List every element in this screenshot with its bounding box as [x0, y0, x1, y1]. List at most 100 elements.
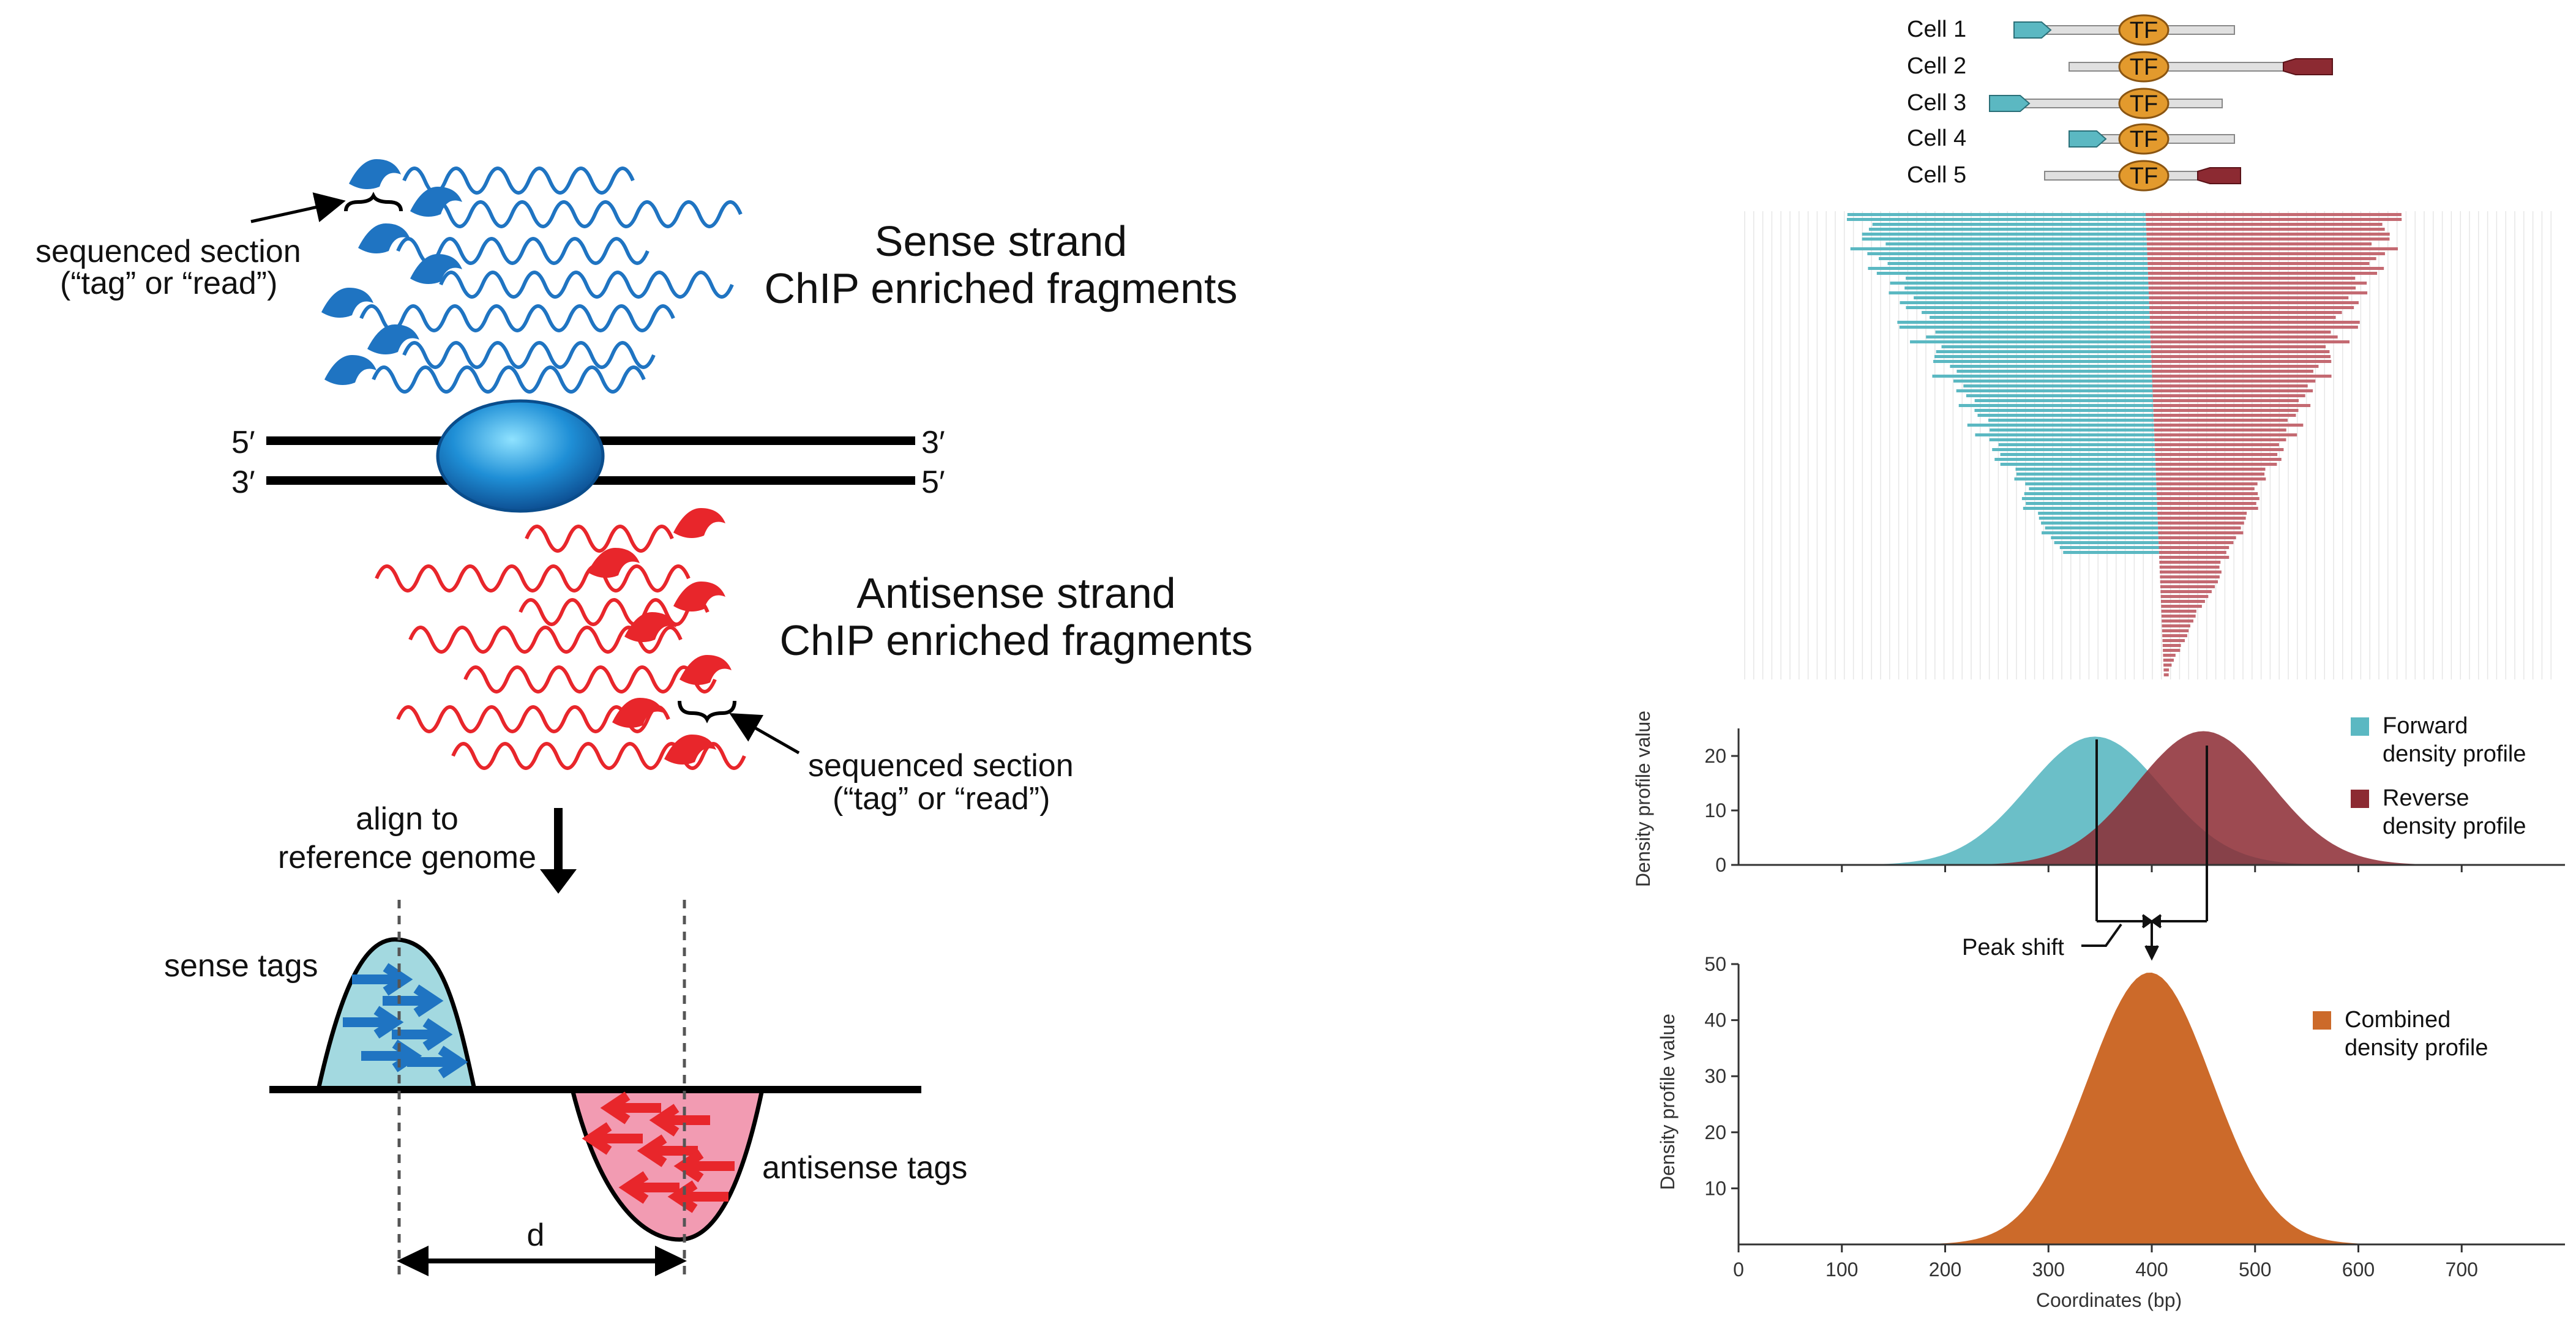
cell-label: Cell 5	[1907, 162, 1966, 188]
reverse-read	[2150, 335, 2338, 338]
tag-head	[673, 508, 725, 538]
antisense-tag-hump	[569, 1087, 765, 1242]
sense-tags-label: sense tags	[164, 948, 318, 984]
reverse-read	[2151, 345, 2326, 348]
forward-read	[2023, 507, 2157, 510]
reverse-read	[2159, 561, 2221, 564]
reverse-read	[2163, 664, 2172, 667]
antisense-tag-heads	[588, 508, 732, 765]
reverse-read	[2163, 654, 2176, 657]
reverse-read	[2158, 531, 2244, 534]
sense-fragment	[372, 365, 646, 394]
reverse-read	[2163, 659, 2174, 662]
density-areas	[1739, 731, 2565, 865]
forward-read	[2038, 512, 2158, 515]
sense-fragments	[359, 166, 743, 394]
antisense-title-1: Antisense strand	[856, 569, 1175, 617]
forward-read	[1994, 458, 2155, 461]
forward-read	[1958, 404, 2154, 407]
reverse-read	[2147, 262, 2370, 265]
antisense-tag-arrow	[667, 1180, 728, 1213]
forward-read	[1885, 242, 2147, 245]
forward-read	[2054, 541, 2159, 544]
x-tick-label: 700	[2446, 1259, 2478, 1281]
reverse-read	[2160, 595, 2209, 598]
antisense-seq-label-2: (“tag” or “read”)	[833, 781, 1050, 817]
sense-fragment	[439, 271, 734, 299]
sense-tag-arrows	[343, 963, 468, 1079]
combined-chart: 0 100 200 300 400 500 600 700 10 20 30 40 50 Coordi…	[1657, 953, 2565, 1311]
reverse-read	[2151, 350, 2330, 353]
reverse-read	[2156, 487, 2255, 490]
reverse-read	[2162, 639, 2185, 642]
forward-read	[1950, 365, 2152, 368]
sense-tag-arrow	[352, 963, 413, 996]
reverse-read	[2149, 291, 2368, 294]
cell-row: Cell 2 TF	[1907, 51, 2333, 83]
forward-read	[2015, 468, 2156, 471]
reverse-read	[2157, 502, 2256, 505]
forward-read	[1876, 272, 2148, 275]
reverse-read	[2160, 570, 2222, 574]
reverse-read	[2146, 237, 2390, 241]
sense-fragment	[402, 166, 635, 195]
tag-head	[367, 324, 419, 354]
reverse-read	[2149, 306, 2354, 309]
tag-head	[680, 655, 732, 685]
forward-legend-2: density profile	[2383, 741, 2526, 767]
forward-read	[1850, 247, 2147, 250]
forward-read	[1992, 448, 2155, 451]
forward-read	[1990, 428, 2154, 432]
reverse-read	[2155, 448, 2284, 451]
forward-read	[1956, 389, 2153, 392]
cell-row: Cell 5 TF	[1907, 160, 2241, 192]
tf-label: TF	[2130, 54, 2158, 80]
reverse-read	[2146, 228, 2385, 231]
reverse-read	[2146, 218, 2402, 221]
forward-read	[1967, 424, 2154, 427]
forward-read	[1975, 433, 2155, 436]
tag-head	[324, 355, 376, 385]
reverse-read	[2146, 213, 2402, 216]
reverse-read	[2150, 331, 2331, 334]
reverse-read	[2161, 605, 2202, 608]
forward-read	[2051, 536, 2159, 539]
sense-tag-brace	[344, 192, 403, 212]
forward-read	[1897, 321, 2150, 324]
forward-read	[1867, 252, 2147, 255]
antisense-fragment	[451, 742, 746, 770]
forward-read	[1879, 257, 2147, 260]
tag-head	[612, 698, 664, 728]
sense-fragment	[402, 341, 656, 369]
antisense-tag-arrow	[649, 1104, 710, 1137]
forward-read	[1906, 277, 2149, 280]
tag-head	[358, 223, 410, 253]
sense-seq-label-2: (“tag” or “read”)	[60, 266, 277, 301]
reverse-read	[2153, 414, 2296, 417]
cell-reads: Cell 1 TF Cell 2 TF Cell 3 TF	[1907, 14, 2333, 192]
forward-read	[1933, 360, 2152, 363]
sense-fragment	[396, 237, 650, 265]
reverse-read	[2152, 389, 2313, 392]
tag-head	[624, 612, 676, 642]
forward-read	[2014, 477, 2157, 481]
forward-reverse-chart: 0 10 20 Density profile value Forward de…	[1632, 711, 2565, 887]
antisense-tag-arrow	[582, 1122, 643, 1155]
tf-label: TF	[2130, 127, 2158, 152]
read-pileup	[1744, 211, 2552, 679]
reverse-read	[2155, 453, 2278, 456]
tf-label: TF	[2130, 91, 2158, 117]
top-x-ticks	[1841, 865, 2463, 872]
sense-fragment	[359, 304, 675, 332]
d-label: d	[527, 1217, 545, 1253]
antisense-tag-arrow	[637, 1134, 698, 1167]
dna-5-top: 5′	[231, 425, 255, 460]
reverse-read	[2162, 619, 2193, 623]
cell-row: Cell 3 TF	[1907, 88, 2223, 119]
antisense-tags-label: antisense tags	[762, 1150, 967, 1186]
reverse-read	[2157, 517, 2246, 520]
cell-label: Cell 4	[1907, 125, 1966, 151]
y-tick-label: 20	[1704, 1121, 1726, 1143]
reverse-read	[2163, 668, 2170, 671]
